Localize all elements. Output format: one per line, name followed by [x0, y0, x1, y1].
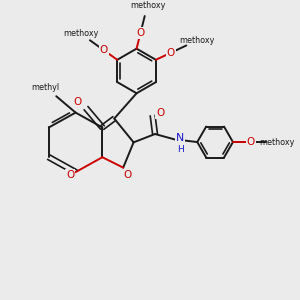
Text: O: O — [124, 170, 132, 180]
Text: H: H — [177, 145, 184, 154]
Text: O: O — [73, 97, 81, 107]
Text: O: O — [167, 48, 175, 58]
Text: O: O — [100, 45, 108, 55]
Text: O: O — [136, 28, 145, 38]
Text: methoxy: methoxy — [130, 1, 165, 10]
Text: methyl: methyl — [31, 83, 59, 92]
Text: O: O — [66, 170, 74, 180]
Text: methoxy: methoxy — [63, 29, 98, 38]
Text: methoxy: methoxy — [179, 36, 214, 45]
Text: N: N — [176, 133, 184, 143]
Text: O: O — [156, 108, 164, 118]
Text: methoxy: methoxy — [259, 137, 295, 146]
Text: O: O — [247, 137, 255, 147]
